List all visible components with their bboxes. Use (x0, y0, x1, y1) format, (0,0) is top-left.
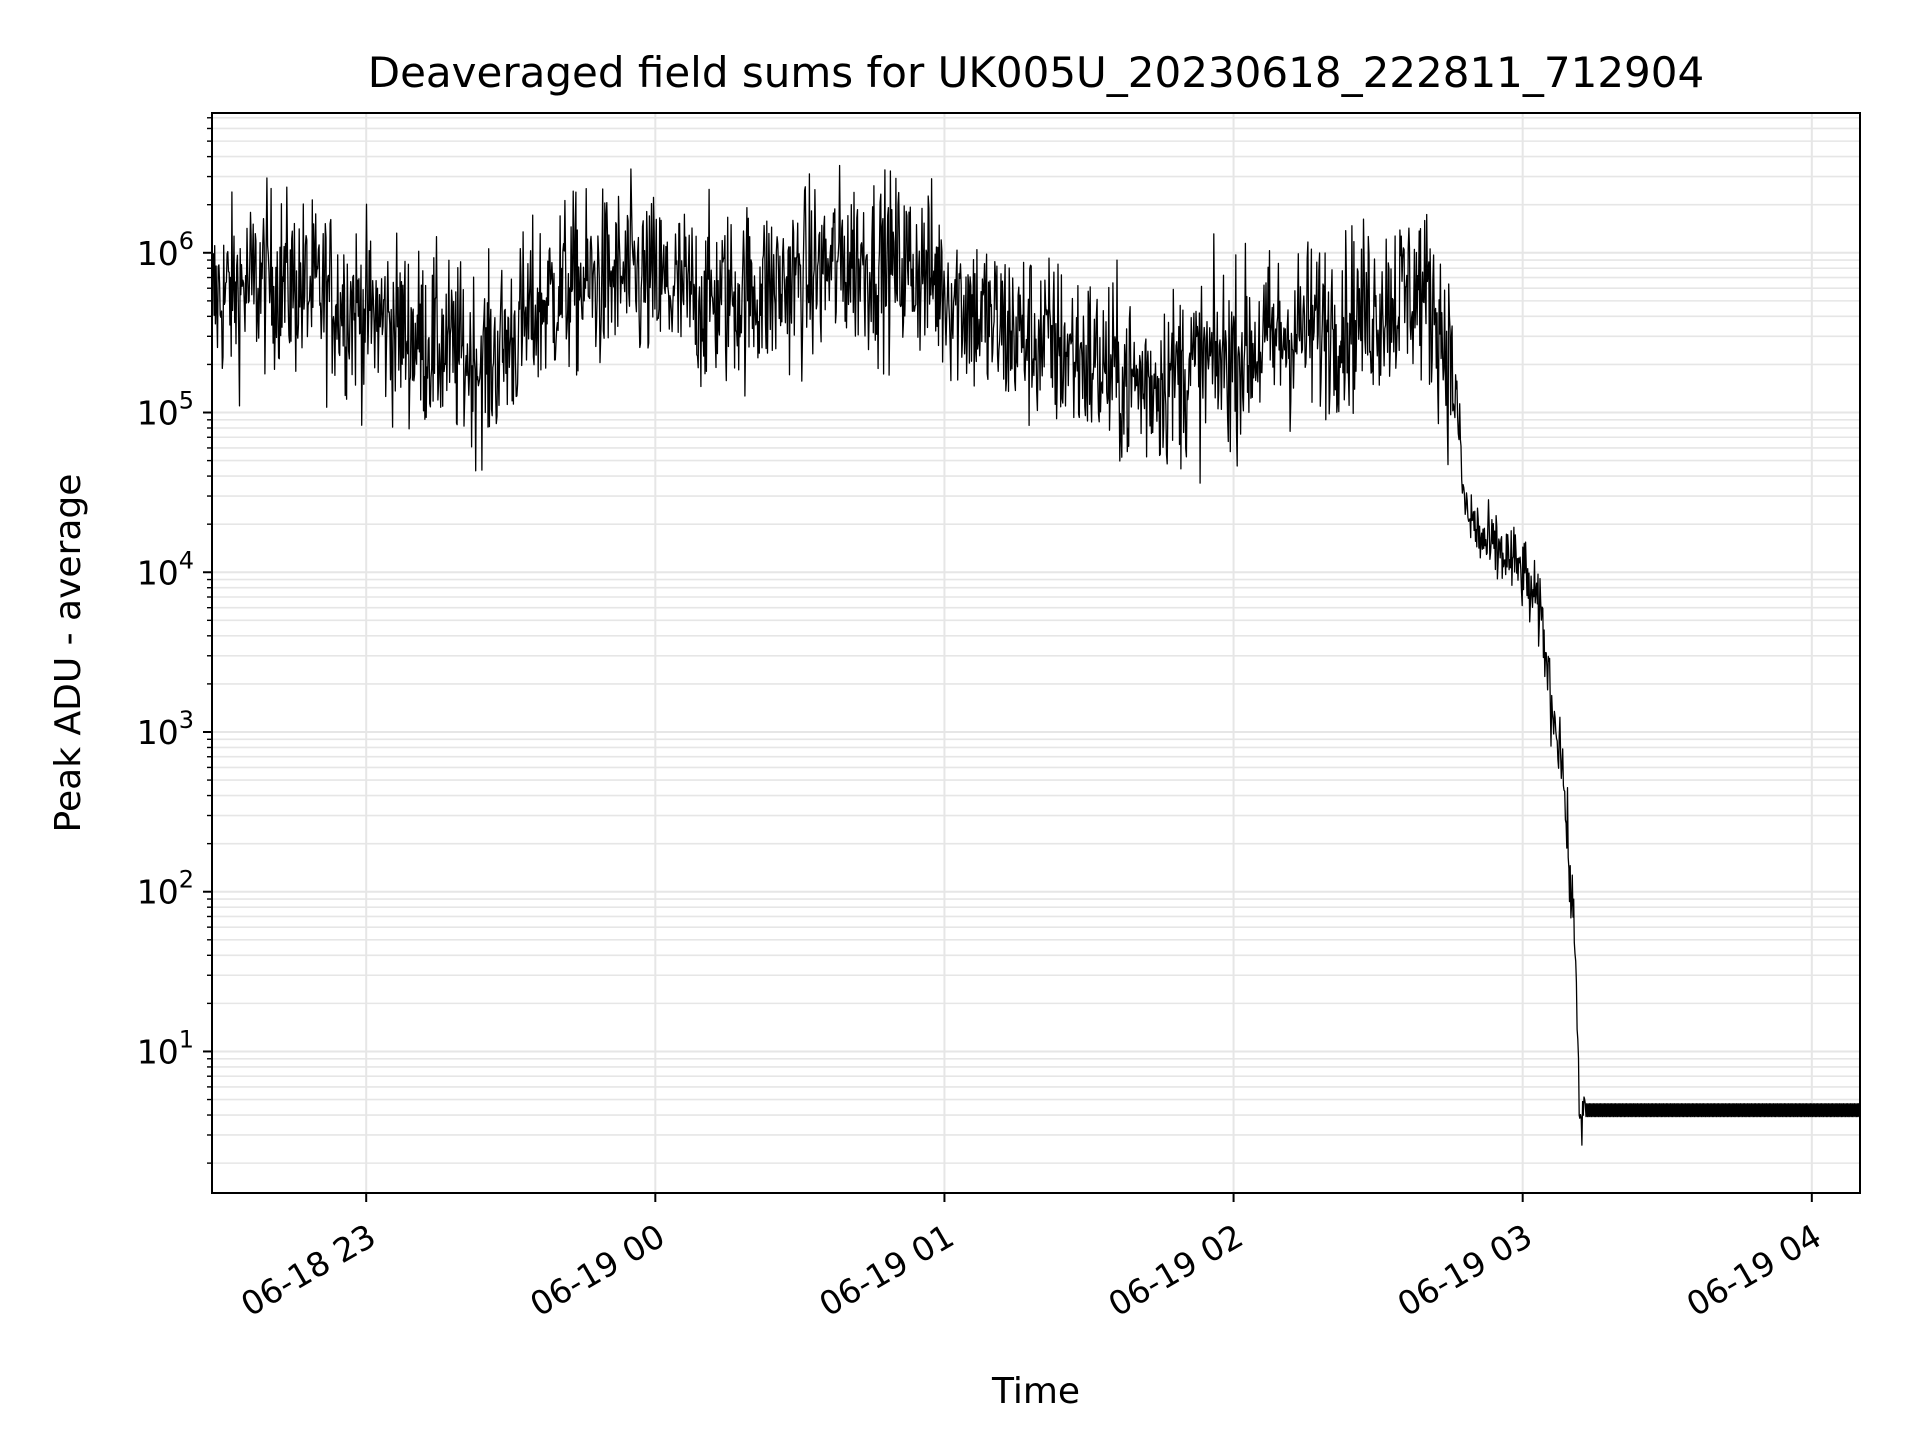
y-tick-exponent: 5 (179, 387, 194, 415)
y-axis-label: Peak ADU - average (48, 474, 89, 833)
y-tick-base: 10 (137, 394, 179, 433)
y-tick-base: 10 (137, 713, 179, 752)
y-tick-exponent: 3 (179, 706, 194, 734)
y-tick-label: 103 (137, 706, 194, 752)
y-tick-base: 10 (137, 873, 179, 912)
chart-title: Deaveraged field sums for UK005U_2023061… (368, 48, 1704, 97)
y-tick-base: 10 (137, 553, 179, 592)
plot-frame (211, 112, 1861, 1194)
series-layer (211, 164, 1861, 1146)
y-tick-label: 104 (137, 546, 194, 592)
y-tick-label: 106 (137, 227, 194, 273)
y-tick-label: 101 (137, 1025, 194, 1071)
series-line (211, 164, 1861, 1146)
y-tick-exponent: 4 (179, 546, 194, 574)
y-tick-label: 102 (137, 866, 194, 912)
y-tick-exponent: 2 (179, 866, 194, 894)
y-tick-label: 105 (137, 387, 194, 433)
x-axis-label: Time (991, 1371, 1080, 1412)
y-tick-exponent: 6 (179, 227, 194, 255)
y-tick-exponent: 1 (179, 1025, 194, 1053)
y-tick-base: 10 (137, 1032, 179, 1071)
y-tick-base: 10 (137, 234, 179, 273)
